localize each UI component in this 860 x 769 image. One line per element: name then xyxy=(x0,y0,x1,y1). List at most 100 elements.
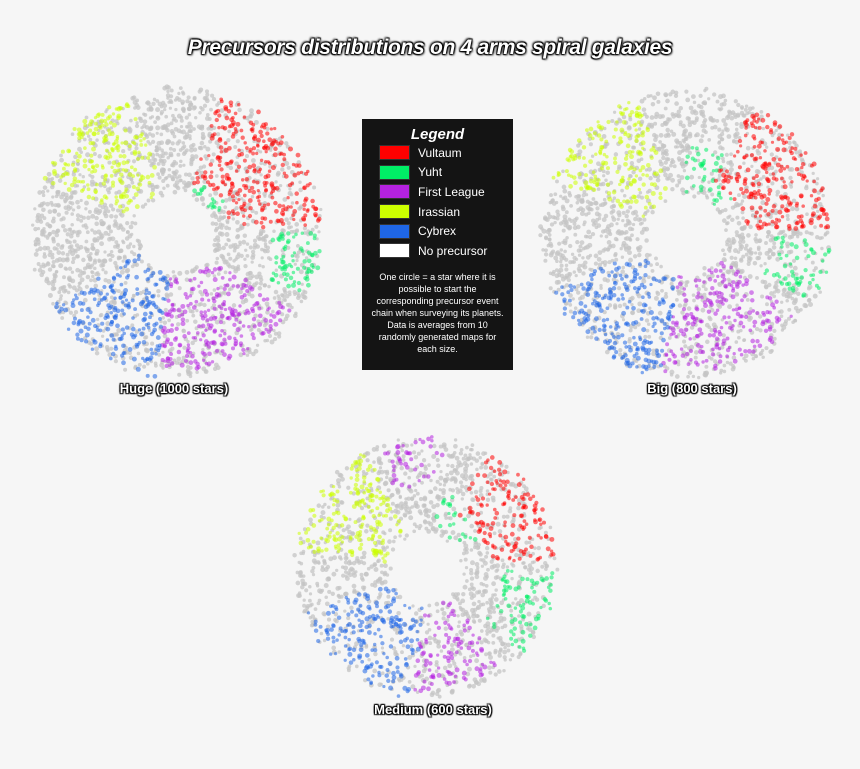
star-dot xyxy=(731,236,736,241)
precursor-star-dot xyxy=(140,132,144,136)
precursor-star-dot xyxy=(643,272,648,278)
star-dot xyxy=(92,152,97,156)
precursor-star-dot xyxy=(774,299,779,304)
star-dot xyxy=(796,291,801,297)
star-dot xyxy=(820,246,824,251)
precursor-star-dot xyxy=(681,307,687,312)
star-dot xyxy=(151,101,156,106)
precursor-star-dot xyxy=(50,180,56,186)
star-dot xyxy=(194,197,200,202)
precursor-star-dot xyxy=(55,301,59,306)
star-dot xyxy=(771,251,776,257)
star-dot xyxy=(83,246,88,250)
star-dot xyxy=(791,198,797,204)
star-dot xyxy=(253,313,258,319)
precursor-star-dot xyxy=(214,315,218,320)
precursor-star-dot xyxy=(670,327,676,333)
star-dot xyxy=(106,348,110,353)
precursor-star-dot xyxy=(571,157,576,162)
precursor-star-dot xyxy=(197,324,202,329)
precursor-star-dot xyxy=(769,128,773,132)
precursor-star-dot xyxy=(693,278,699,283)
precursor-star-dot xyxy=(766,179,771,184)
precursor-star-dot xyxy=(768,310,772,315)
precursor-star-dot xyxy=(264,188,268,193)
precursor-star-dot xyxy=(796,214,801,219)
precursor-star-dot xyxy=(763,271,767,276)
star-dot xyxy=(663,172,668,178)
star-dot xyxy=(216,272,221,276)
precursor-star-dot xyxy=(131,326,136,332)
precursor-star-dot xyxy=(594,152,598,156)
precursor-star-dot xyxy=(85,131,90,135)
precursor-star-dot xyxy=(607,196,613,202)
precursor-star-dot xyxy=(714,198,719,203)
star-dot xyxy=(759,264,763,268)
star-dot xyxy=(567,271,571,276)
star-dot xyxy=(570,252,575,257)
precursor-star-dot xyxy=(63,161,67,166)
precursor-star-dot xyxy=(164,339,170,345)
star-dot xyxy=(280,228,285,233)
star-dot xyxy=(212,274,217,278)
precursor-star-dot xyxy=(718,299,723,305)
star-dot xyxy=(692,298,696,303)
star-dot xyxy=(675,298,679,302)
star-dot xyxy=(572,255,577,261)
precursor-star-dot xyxy=(203,170,208,175)
precursor-star-dot xyxy=(610,332,614,336)
precursor-star-dot xyxy=(222,337,227,342)
star-dot xyxy=(760,294,765,299)
precursor-star-dot xyxy=(227,335,232,341)
precursor-star-dot xyxy=(247,198,253,203)
star-dot xyxy=(284,293,290,299)
star-dot xyxy=(165,122,171,128)
star-dot xyxy=(564,210,569,215)
precursor-star-dot xyxy=(97,301,102,305)
precursor-star-dot xyxy=(819,188,824,193)
star-dot xyxy=(669,373,674,377)
star-dot xyxy=(804,230,809,235)
precursor-star-dot xyxy=(315,265,321,271)
precursor-star-dot xyxy=(755,311,760,316)
star-dot xyxy=(737,203,741,207)
precursor-star-dot xyxy=(212,267,218,272)
precursor-star-dot xyxy=(122,154,127,159)
precursor-star-dot xyxy=(121,343,126,349)
star-dot xyxy=(717,141,721,145)
star-dot xyxy=(669,129,674,134)
star-dot xyxy=(198,290,203,294)
precursor-star-dot xyxy=(758,224,764,230)
precursor-star-dot xyxy=(151,330,156,334)
star-dot xyxy=(679,175,685,180)
star-dot xyxy=(674,101,679,106)
precursor-star-dot xyxy=(568,184,573,189)
star-dot xyxy=(703,118,708,123)
star-dot xyxy=(700,124,705,129)
star-dot xyxy=(233,145,238,149)
star-dot xyxy=(140,204,146,209)
precursor-star-dot xyxy=(652,148,657,153)
star-dot xyxy=(750,164,754,169)
precursor-star-dot xyxy=(755,339,760,344)
star-dot xyxy=(55,189,60,195)
star-dot xyxy=(777,310,781,314)
star-dot xyxy=(700,134,705,138)
precursor-star-dot xyxy=(633,198,639,204)
star-dot xyxy=(156,172,161,177)
precursor-star-dot xyxy=(214,117,219,123)
star-dot xyxy=(787,140,792,145)
star-dot xyxy=(559,248,564,252)
star-dot xyxy=(580,207,586,213)
precursor-star-dot xyxy=(717,346,722,351)
star-dot xyxy=(739,257,743,262)
star-dot xyxy=(613,152,619,157)
precursor-star-dot xyxy=(63,181,67,186)
star-dot xyxy=(739,328,743,333)
star-dot xyxy=(184,277,190,282)
star-dot xyxy=(113,244,117,249)
precursor-star-dot xyxy=(269,127,274,131)
precursor-star-dot xyxy=(640,370,644,375)
precursor-star-dot xyxy=(200,174,206,179)
star-dot xyxy=(300,282,304,286)
